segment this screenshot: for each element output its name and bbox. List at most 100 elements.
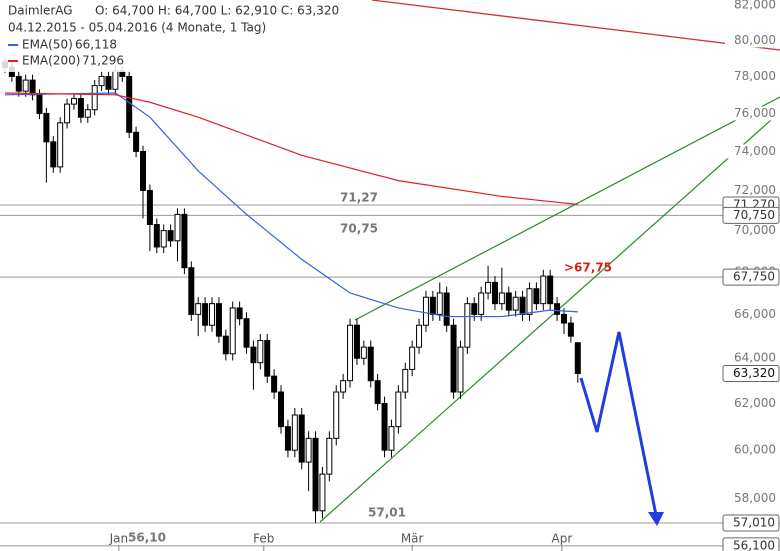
candle-body: [215, 303, 222, 337]
y-tick-label: 80,000: [734, 33, 776, 47]
candle-body: [443, 292, 450, 326]
y-tick-label: 70,000: [734, 223, 776, 237]
candle-body: [526, 288, 533, 315]
x-tick-label: Mär: [401, 532, 424, 546]
y-tick-label: 64,000: [734, 351, 776, 365]
level-box: [722, 206, 780, 224]
legend-value: 71,296: [82, 54, 124, 68]
level-label: 70,750: [733, 208, 775, 222]
tick-bg: [725, 183, 780, 198]
level-label: 56,100: [733, 538, 775, 551]
ohlc: O: 64,700 H: 64,700 L: 62,910 C: 63,320: [95, 4, 339, 18]
y-tick-label: 72,000: [734, 183, 776, 197]
candle-body: [64, 103, 71, 124]
x-tick-label: Apr: [552, 532, 573, 546]
tick-bg: [725, 69, 780, 84]
candle-body: [22, 79, 29, 92]
candle-body: [360, 346, 367, 359]
candle-body: [478, 292, 485, 315]
y-tick-label: 74,000: [734, 144, 776, 158]
candle-body: [36, 94, 43, 114]
candle-body: [112, 70, 119, 90]
ema-line: [4, 92, 578, 206]
level-box: [722, 268, 780, 286]
candle-body: [236, 307, 243, 320]
ema-line: [4, 92, 578, 318]
candle-body: [512, 296, 519, 311]
candle-body: [340, 380, 347, 393]
candle-body: [209, 303, 216, 326]
trend-line: [319, 111, 780, 523]
level-box: [722, 514, 780, 532]
candle-body: [181, 213, 188, 269]
level-label: 67,750: [733, 270, 775, 284]
period: 04.12.2015 - 05.04.2016 (4 Monate, 1 Tag…: [8, 21, 266, 35]
candle-body: [291, 414, 298, 451]
candle-body: [388, 426, 395, 451]
candle-body: [77, 98, 84, 118]
candle-body: [436, 292, 443, 315]
candle-body: [229, 307, 236, 355]
candle-body: [498, 292, 505, 305]
candle-body: [243, 318, 250, 348]
candle-body: [257, 340, 264, 364]
tick-bg: [725, 106, 780, 121]
x-tick-label: Jan: [109, 532, 129, 546]
candle-body: [374, 380, 381, 404]
candle-body: [416, 324, 423, 348]
candle-body: [312, 437, 319, 512]
candle-body: [554, 303, 561, 315]
candle-body: [450, 324, 457, 393]
level-box: [722, 537, 780, 551]
candle-body: [91, 85, 98, 111]
level-box: [722, 364, 780, 382]
legend-bg: [0, 0, 225, 72]
legend-value: 66,118: [75, 38, 117, 52]
candle-body: [250, 346, 257, 364]
candle-body: [319, 473, 326, 512]
candle-body: [567, 322, 574, 337]
candle-body: [402, 368, 409, 393]
candle-body: [105, 75, 112, 90]
candle-body: [264, 340, 271, 377]
candle-body: [202, 303, 209, 326]
forecast-arrow: [579, 331, 658, 516]
candle-body: [153, 223, 160, 248]
y-tick-label: 82,000: [734, 0, 776, 12]
candle-body: [547, 275, 554, 305]
annotation: 71,27: [340, 191, 378, 205]
y-tick-label: 62,000: [734, 396, 776, 410]
candle-body: [222, 335, 229, 355]
y-tick-label: 60,000: [734, 443, 776, 457]
x-tick-label: Feb: [253, 532, 274, 546]
candle-body: [174, 213, 181, 242]
candle-body: [353, 324, 360, 359]
candle-body: [146, 189, 153, 225]
y-tick-label: 58,000: [734, 491, 776, 505]
candle-body: [491, 281, 498, 305]
candle-body: [167, 230, 174, 242]
tick-bg: [725, 33, 780, 48]
candle-body: [533, 288, 540, 305]
candle-body: [195, 303, 202, 315]
candle-body: [50, 141, 57, 168]
candle-body: [70, 98, 77, 105]
candle-body: [57, 122, 64, 168]
y-tick-label: 78,000: [734, 69, 776, 83]
candle-body: [98, 75, 105, 87]
level-label: 57,010: [733, 515, 775, 529]
annotation: 57,01: [368, 506, 406, 520]
trend-line: [371, 0, 780, 51]
candle-body: [505, 292, 512, 311]
candle-body: [284, 426, 291, 451]
trend-line: [354, 96, 780, 321]
tick-bg: [725, 351, 780, 366]
candle-body: [333, 391, 340, 439]
candle-body: [43, 112, 50, 143]
plot: [0, 204, 780, 547]
candle-body: [133, 131, 140, 152]
candle-body: [485, 281, 492, 294]
tick-bg: [725, 307, 780, 322]
arrow-head: [648, 512, 664, 526]
candle-body: [381, 402, 388, 451]
